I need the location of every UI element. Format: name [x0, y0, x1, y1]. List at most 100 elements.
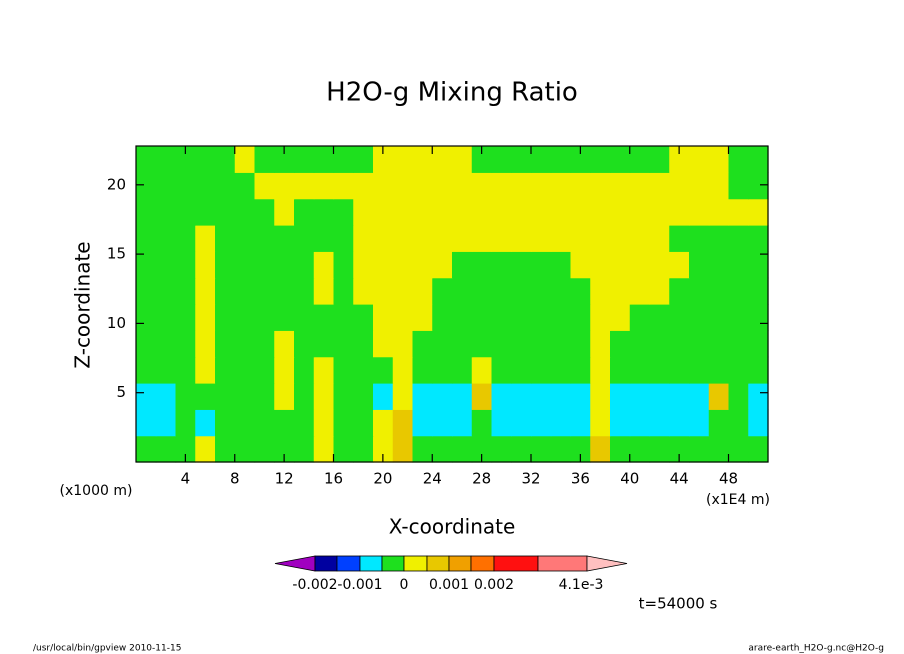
contour-cell	[452, 277, 473, 305]
contour-cell	[610, 304, 631, 331]
contour-cell	[748, 330, 769, 358]
contour-cell	[136, 146, 157, 173]
contour-cell	[136, 409, 157, 437]
contour-cell	[728, 330, 749, 358]
contour-cell	[353, 435, 374, 463]
contour-cell	[313, 304, 335, 331]
contour-cell	[195, 225, 216, 252]
contour-cell	[175, 330, 196, 358]
colorbar-box	[314, 555, 338, 572]
contour-cell	[689, 330, 710, 358]
contour-cell	[412, 225, 433, 252]
contour-cell	[353, 198, 374, 226]
contour-cell	[155, 146, 177, 173]
contour-cell	[432, 251, 453, 279]
contour-cell	[254, 383, 275, 410]
contour-cell	[353, 383, 374, 410]
contour-cell	[491, 356, 512, 384]
contour-cell	[649, 198, 670, 226]
contour-cell	[471, 251, 493, 279]
contour-cell	[511, 435, 532, 463]
contour-cell	[274, 146, 295, 173]
contour-cell	[590, 251, 611, 279]
contour-cell	[471, 356, 493, 384]
contour-cell	[550, 225, 572, 252]
contour-cell	[392, 172, 414, 200]
contour-cell	[155, 304, 177, 331]
contour-cell	[610, 198, 631, 226]
contour-cell	[610, 172, 631, 200]
contour-cell	[669, 435, 690, 463]
contour-cell	[629, 356, 651, 384]
contour-cell	[274, 330, 295, 358]
contour-cell	[649, 409, 670, 437]
contour-cell	[728, 383, 749, 410]
contour-cell	[294, 383, 315, 410]
contour-cell	[511, 277, 532, 305]
contour-cell	[610, 225, 631, 252]
contour-cell	[689, 198, 710, 226]
contour-cell	[175, 383, 196, 410]
contour-cell	[254, 172, 275, 200]
contour-cell	[590, 304, 611, 331]
chart-title: H2O-g Mixing Ratio	[326, 78, 578, 108]
contour-cell	[531, 277, 552, 305]
contour-cell	[669, 356, 690, 384]
contour-cell	[550, 304, 572, 331]
contour-cell	[155, 383, 177, 410]
contour-cell	[610, 146, 631, 173]
contour-cell	[728, 172, 749, 200]
contour-cell	[215, 304, 236, 331]
contour-cell	[333, 304, 354, 331]
contour-cell	[432, 304, 453, 331]
contour-cell	[294, 277, 315, 305]
contour-cell	[550, 409, 572, 437]
contour-cell	[175, 172, 196, 200]
contour-cell	[313, 330, 335, 358]
contour-cell	[175, 356, 196, 384]
contour-cell	[669, 383, 690, 410]
colorbar-box	[470, 555, 495, 572]
contour-cell	[274, 198, 295, 226]
contour-cell	[689, 304, 710, 331]
contour-cell	[195, 409, 216, 437]
contour-cell	[471, 172, 493, 200]
contour-cell	[610, 409, 631, 437]
contour-cell	[531, 172, 552, 200]
contour-cell	[353, 356, 374, 384]
y-tick-label: 20	[107, 175, 126, 193]
contour-cell	[392, 146, 414, 173]
contour-cell	[195, 146, 216, 173]
contour-cell	[728, 146, 749, 173]
contour-cell	[649, 251, 670, 279]
contour-cell	[708, 172, 730, 200]
contour-cell	[274, 435, 295, 463]
contour-cell	[294, 225, 315, 252]
y-tick-label: 10	[107, 314, 126, 332]
colorbar-label: 0	[400, 577, 409, 593]
contour-cell	[669, 146, 690, 173]
contour-cell	[373, 225, 394, 252]
contour-cell	[294, 330, 315, 358]
contour-cell	[155, 198, 177, 226]
contour-cell	[629, 409, 651, 437]
contour-cell	[531, 383, 552, 410]
x-tick-label: 28	[472, 470, 491, 488]
contour-cell	[590, 330, 611, 358]
contour-cell	[550, 198, 572, 226]
contour-cell	[511, 146, 532, 173]
colorbar-high	[586, 555, 628, 572]
contour-cell	[531, 330, 552, 358]
contour-cell	[175, 277, 196, 305]
plot-frame	[135, 145, 769, 463]
contour-cell	[689, 146, 710, 173]
contour-cell	[570, 304, 591, 331]
contour-cell	[195, 330, 216, 358]
contour-cell	[432, 172, 453, 200]
contour-cell	[471, 146, 493, 173]
contour-cell	[550, 251, 572, 279]
contour-cell	[610, 435, 631, 463]
contour-cell	[432, 330, 453, 358]
contour-cell	[531, 146, 552, 173]
